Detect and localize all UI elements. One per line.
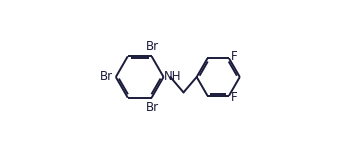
- Text: Br: Br: [146, 40, 159, 53]
- Text: F: F: [231, 50, 238, 63]
- Text: F: F: [231, 91, 238, 104]
- Text: Br: Br: [100, 70, 113, 83]
- Text: Br: Br: [146, 101, 159, 114]
- Text: NH: NH: [164, 70, 182, 83]
